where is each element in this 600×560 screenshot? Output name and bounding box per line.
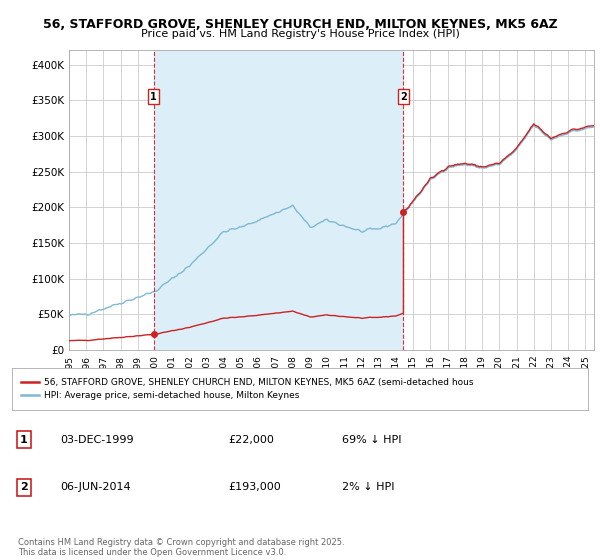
Text: 2: 2	[20, 482, 28, 492]
Text: 1: 1	[20, 435, 28, 445]
Text: 56, STAFFORD GROVE, SHENLEY CHURCH END, MILTON KEYNES, MK5 6AZ: 56, STAFFORD GROVE, SHENLEY CHURCH END, …	[43, 18, 557, 31]
Text: 69% ↓ HPI: 69% ↓ HPI	[342, 435, 401, 445]
Text: 2% ↓ HPI: 2% ↓ HPI	[342, 482, 395, 492]
Text: 06-JUN-2014: 06-JUN-2014	[60, 482, 131, 492]
Text: 03-DEC-1999: 03-DEC-1999	[60, 435, 134, 445]
Text: Contains HM Land Registry data © Crown copyright and database right 2025.
This d: Contains HM Land Registry data © Crown c…	[18, 538, 344, 557]
Legend: 56, STAFFORD GROVE, SHENLEY CHURCH END, MILTON KEYNES, MK5 6AZ (semi-detached ho: 56, STAFFORD GROVE, SHENLEY CHURCH END, …	[17, 373, 478, 405]
Text: 1: 1	[151, 92, 157, 102]
Text: £22,000: £22,000	[228, 435, 274, 445]
Text: 2: 2	[400, 92, 407, 102]
Text: Price paid vs. HM Land Registry's House Price Index (HPI): Price paid vs. HM Land Registry's House …	[140, 29, 460, 39]
Text: £193,000: £193,000	[228, 482, 281, 492]
Bar	[154, 50, 403, 350]
